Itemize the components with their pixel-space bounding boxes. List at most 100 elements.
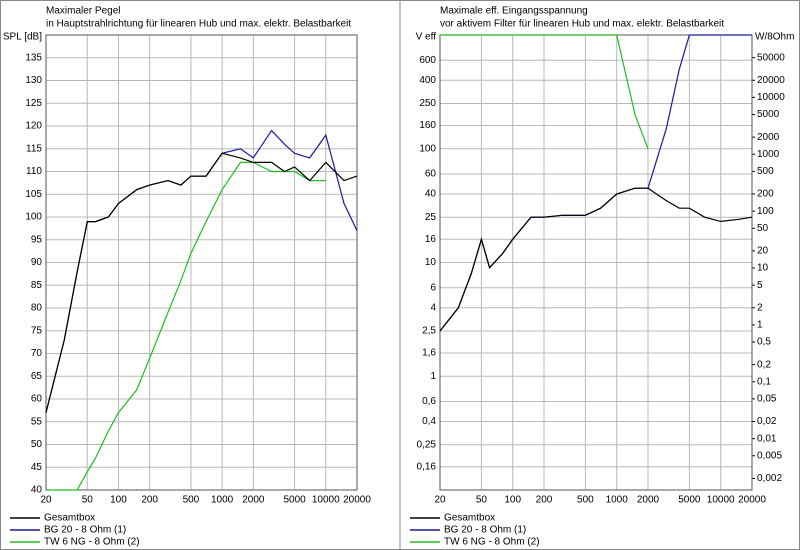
y-tick-label: 0,16 [417,461,437,472]
series-line [45,152,358,413]
y-tick-label: 110 [26,166,42,177]
y-tick-label: 4 [430,302,436,313]
y-tick-label: 6 [430,282,436,293]
legend-label: BG 20 - 8 Ohm (1) [444,525,526,536]
x-tick-label: 20 [434,495,446,506]
y-tick-label: 85 [31,280,43,291]
x-tick-label: 2000 [242,495,265,506]
x-tick-label: 50 [476,495,488,506]
y-tick-label: 55 [31,416,43,427]
y-tick-label: 80 [31,303,43,314]
x-tick-label: 10000 [707,495,735,506]
y-tick-label: 400 [419,75,436,86]
x-tick-label: 200 [141,495,158,506]
x-tick-label: 200 [536,495,553,506]
x-tick-label: 5000 [283,495,306,506]
legend-label: TW 6 NG - 8 Ohm (2) [444,537,540,548]
y-tick-label: 45 [31,462,43,473]
y-tick-label: 0,4 [422,416,436,427]
legend-label: Gesamtbox [444,513,495,524]
y-tick-label: 40 [31,485,43,496]
y-tick-label: 60 [31,394,43,405]
y-tick-label: 90 [31,257,43,268]
y2-tick-label: 500 [757,166,774,177]
y2-tick-label: 20 [757,246,769,257]
x-tick-label: 100 [110,495,127,506]
y-tick-label: 2,5 [422,326,436,337]
y-axis-label: V eff [416,32,437,43]
y-tick-label: 130 [25,75,42,86]
series-line [46,161,326,491]
y-tick-label: 105 [25,189,42,200]
y2-tick-label: 0,2 [757,359,771,370]
y2-tick-label: 10 [757,263,769,274]
y-tick-label: 10 [425,257,437,268]
y2-tick-label: 0,01 [757,433,777,444]
series-line [440,34,649,150]
chart-title: Maximaler Pegel [46,6,120,17]
x-tick-label: 500 [577,495,594,506]
y2-tick-label: 20000 [757,75,785,86]
chart-subtitle: in Hauptstrahlrichtung für linearen Hub … [46,19,351,30]
x-tick-label: 2000 [637,495,660,506]
x-tick-label: 1000 [211,495,234,506]
y-tick-label: 65 [31,371,43,382]
y-tick-label: 0,6 [422,396,436,407]
y-tick-label: 0,25 [417,439,437,450]
y-tick-label: 135 [25,52,42,63]
legend-label: TW 6 NG - 8 Ohm (2) [44,537,140,548]
y-tick-label: 250 [419,98,436,109]
plot-frame [45,34,358,491]
chart-title: Maximale eff. Eingangsspannung [440,6,588,17]
y2-tick-label: 1000 [757,149,780,160]
y2-tick-label: 0,1 [757,376,771,387]
y-tick-label: 115 [26,143,42,154]
x-tick-label: 20 [40,495,52,506]
x-tick-label: 20000 [343,495,371,506]
y2-tick-label: 5 [757,280,763,291]
legend-label: Gesamtbox [44,513,95,524]
x-tick-label: 20000 [738,495,766,506]
y2-tick-label: 2 [757,302,763,313]
y2-tick-label: 0,002 [757,473,782,484]
y-tick-label: 100 [419,143,436,154]
y-tick-label: 25 [425,212,437,223]
y2-tick-label: 100 [757,206,774,217]
y-axis-label: SPL [dB] [3,32,42,43]
y-tick-label: 160 [419,120,436,131]
y-tick-label: 16 [425,234,437,245]
y2-tick-label: 200 [757,189,774,200]
y-tick-label: 1,6 [422,348,436,359]
y-tick-label: 1 [430,371,436,382]
y-tick-label: 70 [31,348,43,359]
y-tick-label: 60 [425,169,437,180]
y2-tick-label: 0,005 [757,450,782,461]
y2-tick-label: 2000 [757,132,780,143]
y-tick-label: 600 [419,55,436,66]
y-tick-label: 100 [25,212,42,223]
series-line [439,187,753,332]
y2-tick-label: 10000 [757,92,785,103]
y2-tick-label: 0,05 [757,394,777,405]
y-tick-label: 125 [25,98,42,109]
y2-tick-label: 1 [757,320,763,331]
x-tick-label: 100 [504,495,521,506]
y-tick-label: 120 [25,121,42,132]
y-tick-label: 75 [31,325,43,336]
x-tick-label: 1000 [606,495,629,506]
x-tick-label: 10000 [312,495,340,506]
x-tick-label: 50 [82,495,94,506]
y-tick-label: 95 [31,234,43,245]
y2-tick-label: 5000 [757,109,780,120]
y-tick-label: 50 [31,439,43,450]
y2-tick-label: 0,02 [757,416,777,427]
y2-tick-label: 0,5 [757,337,771,348]
y2-tick-label: 50 [757,223,769,234]
x-tick-label: 500 [183,495,200,506]
y2-tick-label: 50000 [757,52,785,63]
x-tick-label: 5000 [678,495,701,506]
y2-axis-label: W/8Ohm [755,32,794,43]
y-tick-label: 40 [425,189,437,200]
legend-label: BG 20 - 8 Ohm (1) [44,525,126,536]
